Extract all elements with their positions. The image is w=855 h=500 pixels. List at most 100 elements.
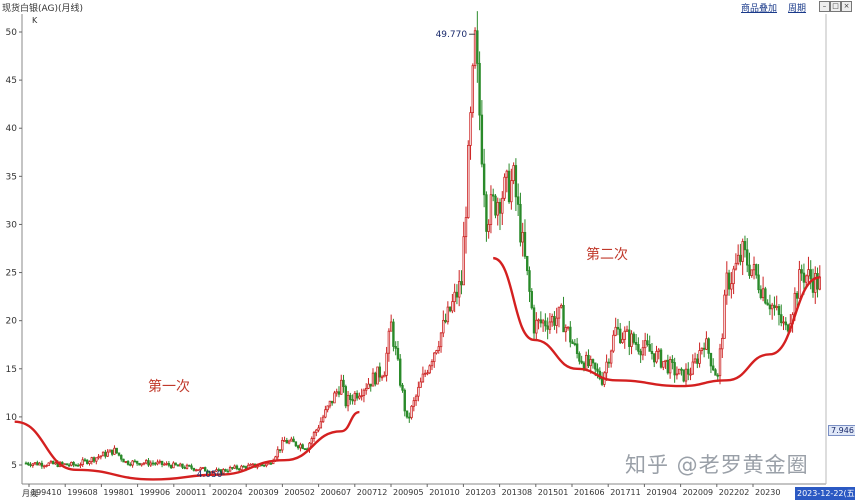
candle-body — [752, 264, 756, 271]
candle-body — [426, 372, 429, 375]
x-tick-label: 200502 — [284, 488, 315, 497]
candle-body — [122, 458, 125, 463]
candle-body — [773, 304, 776, 309]
close-icon[interactable]: × — [841, 1, 852, 12]
trend-curve — [14, 410, 360, 481]
candle-body — [72, 461, 75, 466]
candle-body — [702, 347, 706, 350]
candle-body — [562, 304, 565, 333]
candle-body — [550, 316, 554, 323]
x-tick-label: 199410 — [31, 488, 62, 497]
y-unit-label: K — [32, 16, 38, 25]
candle-body — [222, 469, 225, 474]
y-tick-label: 30 — [6, 220, 18, 230]
candle-body — [63, 463, 66, 466]
candle-body — [67, 464, 71, 467]
period-link[interactable]: 周期 — [788, 4, 807, 14]
candle-body — [696, 358, 699, 364]
candle-body — [680, 368, 683, 371]
x-tick-label: 201308 — [502, 488, 533, 497]
candle-body — [498, 201, 502, 214]
candle-body — [185, 464, 189, 469]
candle-body — [45, 465, 48, 467]
candle-body — [532, 307, 536, 334]
candle-body — [389, 321, 393, 332]
candle-body — [503, 176, 506, 199]
candle-body — [213, 470, 216, 473]
candle-body — [646, 340, 649, 345]
annotation-text: 第二次 — [586, 246, 628, 263]
candle-body — [149, 462, 152, 466]
candle-body — [355, 392, 359, 399]
candle-body — [117, 452, 121, 456]
candle-body — [33, 462, 37, 465]
candle-body — [163, 463, 166, 466]
candle-body — [750, 269, 753, 276]
candle-body — [571, 341, 574, 344]
candle-body — [27, 462, 30, 465]
candle-body — [396, 347, 400, 360]
overlay-link[interactable]: 商品叠加 — [741, 4, 778, 14]
candle-body — [675, 373, 679, 376]
candle-body — [489, 194, 493, 225]
candle-body — [467, 145, 470, 219]
candle-body — [194, 469, 198, 472]
candle-body — [267, 462, 270, 465]
candle-body — [448, 306, 452, 312]
candle-body — [367, 383, 370, 389]
candle-body — [684, 368, 688, 382]
candle-body — [167, 463, 171, 466]
x-tick-label: 202009 — [683, 488, 714, 497]
candle-body — [47, 462, 50, 466]
candle-body — [736, 254, 740, 264]
candle-body — [371, 372, 375, 387]
candle-body — [188, 464, 191, 467]
candle-body — [768, 304, 772, 310]
candle-body — [380, 376, 384, 379]
candle-body — [478, 62, 481, 116]
candle-body — [86, 459, 89, 464]
candle-body — [607, 361, 611, 364]
candle-body — [321, 416, 325, 423]
candle-body — [174, 462, 177, 466]
annotation-text: 第一次 — [148, 378, 190, 395]
candle-body — [369, 383, 372, 387]
maximize-icon[interactable]: □ — [830, 1, 841, 12]
candle-body — [210, 471, 214, 474]
candle-body — [471, 65, 474, 113]
candle-body — [249, 463, 252, 466]
candle-body — [108, 449, 112, 453]
candle-body — [510, 180, 513, 203]
candle-body — [437, 346, 440, 351]
minimize-icon[interactable]: – — [819, 1, 830, 12]
candle-body — [816, 273, 819, 290]
candle-body — [226, 470, 230, 473]
candle-body — [569, 326, 572, 343]
candle-body — [795, 292, 799, 299]
candle-body — [410, 405, 413, 418]
candle-body — [312, 432, 316, 439]
candle-body — [287, 440, 291, 444]
candle-body — [337, 391, 341, 395]
candle-body — [727, 272, 731, 290]
candle-body — [392, 321, 395, 347]
candle-body — [659, 349, 663, 368]
candle-body — [648, 344, 651, 352]
candle-body — [433, 352, 436, 363]
x-tick-label: 201010 — [429, 488, 460, 497]
candle-body — [151, 462, 155, 465]
candle-body — [705, 338, 708, 350]
candle-body — [165, 463, 168, 465]
candle-body — [242, 465, 245, 468]
candle-body — [637, 344, 640, 352]
candle-body — [746, 249, 749, 266]
candle-body — [653, 353, 656, 363]
candle-body — [723, 294, 726, 339]
candle-body — [324, 409, 327, 418]
candle-body — [106, 451, 109, 457]
candle-body — [671, 359, 674, 363]
candle-body — [147, 460, 150, 466]
candle-body — [52, 460, 55, 465]
candle-body — [730, 283, 733, 290]
